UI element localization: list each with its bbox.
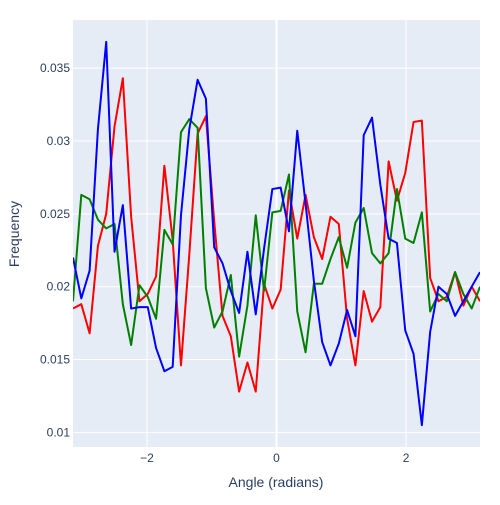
- grid-lines: [73, 20, 480, 447]
- series-line-3: [73, 40, 480, 427]
- x-axis-ticks: −2 0 2: [140, 451, 410, 465]
- x-tick-label: 0: [273, 451, 280, 465]
- x-tick-label: 2: [403, 451, 410, 465]
- y-tick-label: 0.025: [40, 207, 70, 221]
- x-axis-label: Angle (radians): [229, 474, 324, 490]
- series-line-1: [73, 77, 480, 393]
- y-axis-label: Frequency: [6, 201, 22, 267]
- series-lines: [73, 40, 480, 427]
- y-tick-label: 0.02: [47, 280, 71, 294]
- y-tick-label: 0.015: [40, 353, 70, 367]
- y-tick-label: 0.035: [40, 61, 70, 75]
- y-axis-ticks: 0.01 0.015 0.02 0.025 0.03 0.035: [40, 61, 70, 439]
- series-line-2: [73, 118, 480, 358]
- x-tick-label: −2: [140, 451, 154, 465]
- y-tick-label: 0.03: [47, 134, 71, 148]
- y-tick-label: 0.01: [47, 425, 71, 439]
